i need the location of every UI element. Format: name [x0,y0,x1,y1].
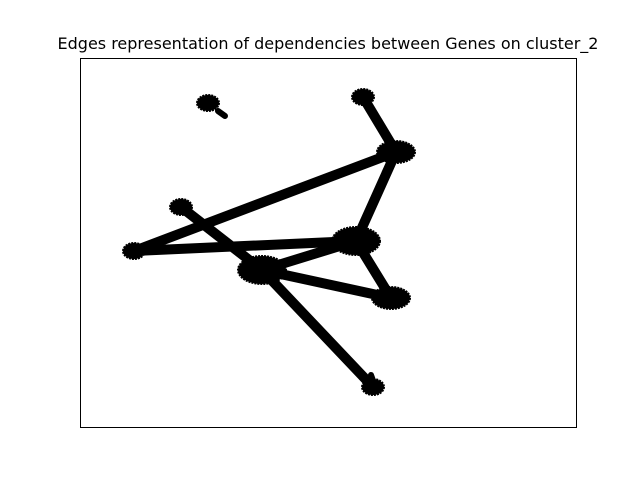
edge-n7-n9 [257,265,378,392]
graph-node-n3 [376,140,416,164]
graph-node-n1 [196,94,220,112]
graph-node-n2 [351,88,375,106]
edge-n5-n6 [129,236,361,256]
edge-n3-n5 [351,147,401,246]
graph-node-n7 [237,255,287,285]
graph-node-n4 [169,198,193,216]
self-loop-stub-n1 [215,108,228,119]
graph-node-n6 [122,242,146,260]
node-layer [122,88,416,396]
graph-node-n8 [371,286,411,310]
edge-n3-n6 [129,147,401,256]
figure-title: Edges representation of dependencies bet… [57,34,599,53]
graph-node-n5 [331,226,381,256]
graph-node-n9 [361,378,385,396]
